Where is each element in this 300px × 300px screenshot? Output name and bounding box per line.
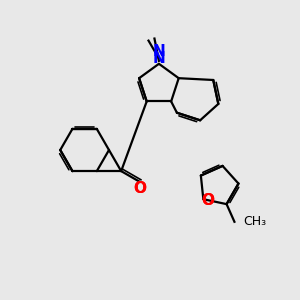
Text: O: O xyxy=(133,181,146,196)
Text: N: N xyxy=(152,44,165,59)
Text: O: O xyxy=(133,181,146,196)
Text: N: N xyxy=(152,51,165,66)
Text: CH₃: CH₃ xyxy=(243,215,266,228)
Text: O: O xyxy=(201,193,214,208)
Text: O: O xyxy=(201,193,214,208)
